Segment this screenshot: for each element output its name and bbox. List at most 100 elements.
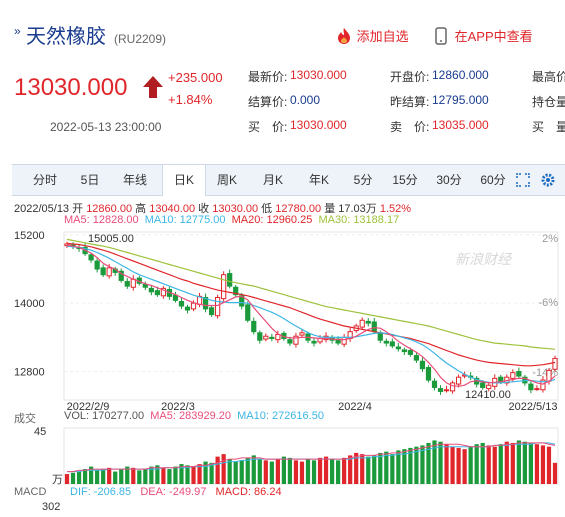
volume-bar bbox=[263, 460, 268, 484]
macd-axis-value: 302 bbox=[42, 501, 61, 513]
pct-tick-label: -6% bbox=[538, 297, 558, 309]
volume-bar bbox=[233, 461, 238, 484]
open-app-button[interactable]: 在APP中查看 bbox=[435, 26, 533, 45]
volume-bar bbox=[82, 469, 88, 484]
volume-vol: VOL: 170277.00 bbox=[64, 410, 145, 422]
tab-monthly-k[interactable]: 月K bbox=[262, 173, 283, 187]
period-tabs: 分时 5日 年线 日K 周K 月K 年K 5分 15分 30分 60分 bbox=[12, 164, 565, 196]
price-panel-frame bbox=[63, 231, 559, 401]
candle-down bbox=[311, 340, 317, 344]
candle-down bbox=[148, 287, 154, 293]
tab-5day[interactable]: 5日 bbox=[80, 173, 100, 187]
volume-bar bbox=[396, 450, 401, 484]
tab-15min[interactable]: 15分 bbox=[392, 173, 418, 187]
volume-bar bbox=[444, 444, 449, 484]
macd-dea: DEA: -249.97 bbox=[140, 486, 207, 498]
candle-down bbox=[437, 388, 444, 392]
ma10-value: MA10: 12775.00 bbox=[144, 214, 226, 226]
tab-30min[interactable]: 30分 bbox=[436, 173, 462, 187]
tab-60min[interactable]: 60分 bbox=[480, 173, 506, 187]
volume-bar bbox=[101, 469, 106, 484]
candle-down bbox=[124, 281, 130, 287]
candle-down bbox=[407, 349, 414, 355]
high-annotation: 15005.00 bbox=[88, 233, 134, 245]
volume-bar bbox=[414, 446, 419, 484]
volume-bar bbox=[167, 469, 172, 484]
candle-up bbox=[534, 388, 540, 391]
volume-bar bbox=[149, 466, 154, 484]
candle-up bbox=[160, 287, 167, 297]
y-tick-label: 15200 bbox=[14, 230, 45, 242]
candle-down bbox=[371, 321, 377, 333]
volume-bar bbox=[372, 455, 377, 484]
candle-down bbox=[419, 360, 426, 370]
volume-ma5-line bbox=[67, 442, 556, 473]
candle-down bbox=[100, 267, 106, 276]
candle-up bbox=[106, 267, 112, 277]
macd-dif: DIF: -206.85 bbox=[70, 486, 132, 498]
volume-bar bbox=[281, 456, 286, 484]
x-tick-label: 2022/5/13 bbox=[509, 401, 558, 413]
volume-bar bbox=[299, 461, 305, 484]
ohlc-vol-label: 量 bbox=[324, 203, 336, 215]
candle-down bbox=[251, 320, 257, 333]
volume-bar bbox=[504, 441, 509, 484]
ohlc-close: 13030.00 bbox=[212, 203, 259, 215]
volume-bar bbox=[137, 470, 142, 484]
candle-up bbox=[341, 336, 347, 345]
volume-bar bbox=[474, 444, 479, 484]
volume-bar bbox=[336, 460, 341, 484]
x-tick-label: 2022/3 bbox=[161, 401, 195, 413]
volume-bar bbox=[221, 454, 226, 484]
ohlc-low-label: 低 bbox=[261, 203, 273, 215]
candle-down bbox=[365, 320, 371, 324]
candle-up bbox=[215, 296, 221, 317]
candle-down bbox=[377, 332, 383, 341]
tab-intraday[interactable]: 分时 bbox=[32, 173, 57, 187]
volume-bar bbox=[251, 455, 256, 484]
settings-gear-icon[interactable] bbox=[540, 172, 556, 188]
candle-up bbox=[552, 357, 558, 370]
candle-down bbox=[401, 349, 407, 353]
watermark-text: 新浪财经 bbox=[455, 251, 513, 267]
volume-bar bbox=[275, 459, 280, 484]
add-watchlist-button[interactable]: 添加自选 bbox=[335, 26, 409, 45]
last-price: 13030.000 bbox=[14, 74, 128, 101]
fullscreen-icon[interactable] bbox=[516, 173, 530, 187]
field-label-bid-volume: 买 量 bbox=[532, 120, 565, 134]
volume-bar bbox=[155, 465, 160, 484]
tab-year-line[interactable]: 年线 bbox=[122, 173, 147, 187]
tab-weekly-k[interactable]: 周K bbox=[216, 173, 237, 187]
volume-bar bbox=[161, 467, 166, 484]
volume-bar bbox=[245, 457, 250, 484]
volume-bar bbox=[185, 465, 190, 484]
open-app-label: 在APP中查看 bbox=[454, 29, 533, 44]
volume-ma10: MA10: 272616.50 bbox=[237, 410, 324, 422]
price-change: +235.000 bbox=[168, 70, 223, 85]
volume-bar bbox=[450, 446, 455, 484]
volume-bar bbox=[191, 466, 196, 484]
volume-bar bbox=[546, 446, 552, 484]
ohlc-close-label: 收 bbox=[198, 203, 210, 215]
candle-down bbox=[208, 307, 215, 316]
candle-down bbox=[245, 304, 251, 321]
tab-5min[interactable]: 5分 bbox=[353, 173, 373, 187]
tab-daily-k[interactable]: 日K bbox=[162, 165, 206, 196]
volume-bar bbox=[113, 471, 118, 484]
candle-down bbox=[202, 296, 209, 310]
volume-bar bbox=[360, 454, 365, 484]
volume-bar bbox=[239, 460, 244, 484]
candle-down bbox=[118, 270, 124, 281]
tab-yearly-k[interactable]: 年K bbox=[308, 173, 329, 187]
macd-value: MACD: 86.24 bbox=[215, 486, 282, 498]
volume-bar bbox=[492, 446, 497, 484]
ma10-line bbox=[66, 245, 556, 384]
candle-down bbox=[395, 346, 401, 350]
candle-up bbox=[486, 384, 492, 390]
pct-tick-label: 2% bbox=[542, 233, 558, 245]
volume-bar bbox=[173, 466, 178, 484]
candle-down bbox=[227, 273, 233, 287]
ma5-value: MA5: 12828.00 bbox=[64, 214, 139, 226]
volume-bar bbox=[64, 474, 70, 484]
